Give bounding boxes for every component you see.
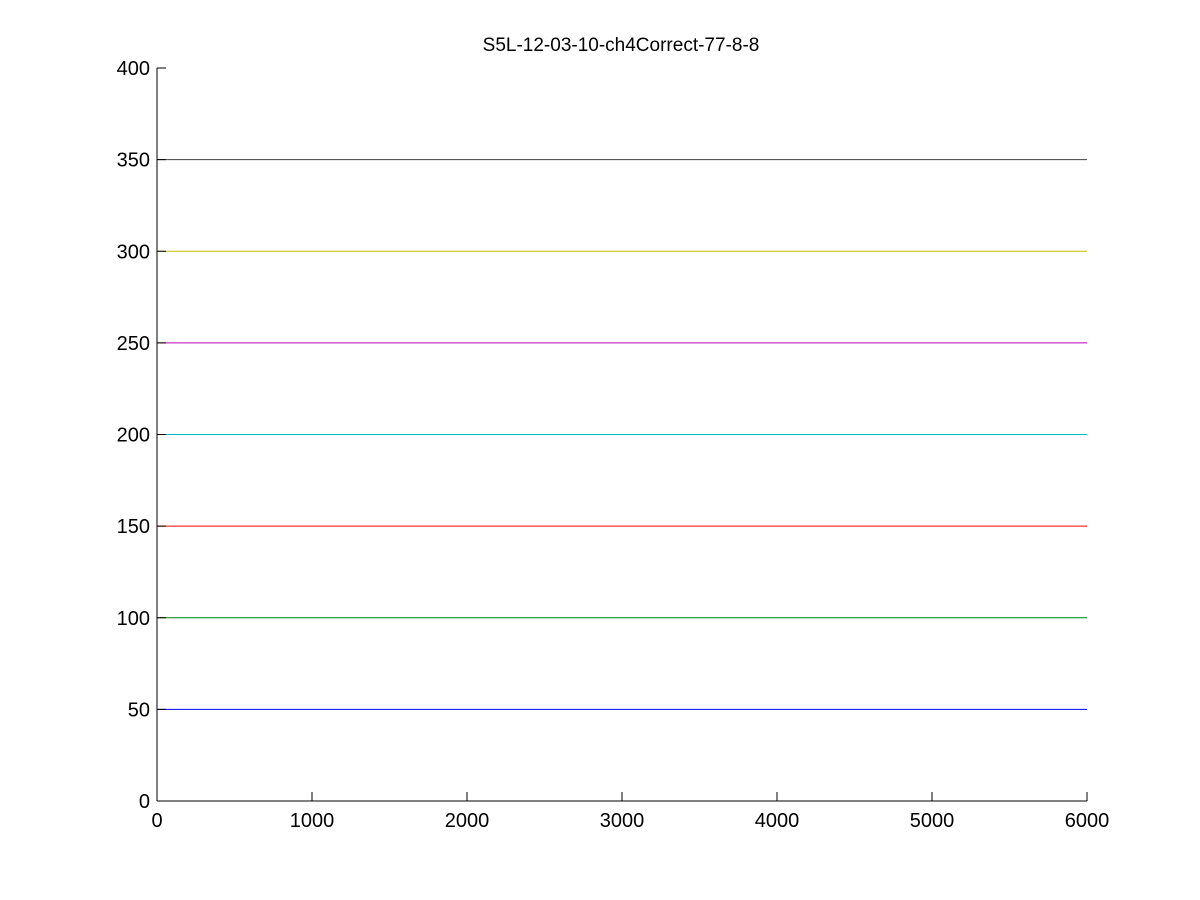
x-tick-label-1: 1000 — [290, 810, 335, 832]
y-tick-label-6: 300 — [117, 241, 150, 263]
y-tick-label-8: 400 — [117, 58, 150, 80]
y-tick-label-0: 0 — [139, 791, 150, 813]
x-ticks: 0 1000 2000 3000 4000 5000 6000 — [151, 792, 1109, 832]
y-tick-label-1: 50 — [128, 699, 150, 721]
y-tick-label-2: 100 — [117, 608, 150, 630]
x-tick-label-3: 3000 — [600, 810, 645, 832]
x-tick-label-4: 4000 — [755, 810, 800, 832]
x-tick-label-0: 0 — [151, 810, 162, 832]
y-tick-label-4: 200 — [117, 425, 150, 447]
y-tick-label-7: 350 — [117, 150, 150, 172]
x-tick-label-6: 6000 — [1065, 810, 1110, 832]
chart-title: S5L-12-03-10-ch4Correct-77-8-8 — [483, 35, 760, 56]
plot-area: 0 1000 2000 3000 4000 5000 6000 0 50 100 150 200 25… — [117, 58, 1110, 832]
series-layer — [157, 159, 1087, 710]
x-tick-label-5: 5000 — [910, 810, 955, 832]
y-ticks: 0 50 100 150 200 250 300 350 400 — [117, 58, 166, 813]
x-tick-label-2: 2000 — [445, 810, 490, 832]
y-tick-label-3: 150 — [117, 516, 150, 538]
y-tick-label-5: 250 — [117, 333, 150, 355]
